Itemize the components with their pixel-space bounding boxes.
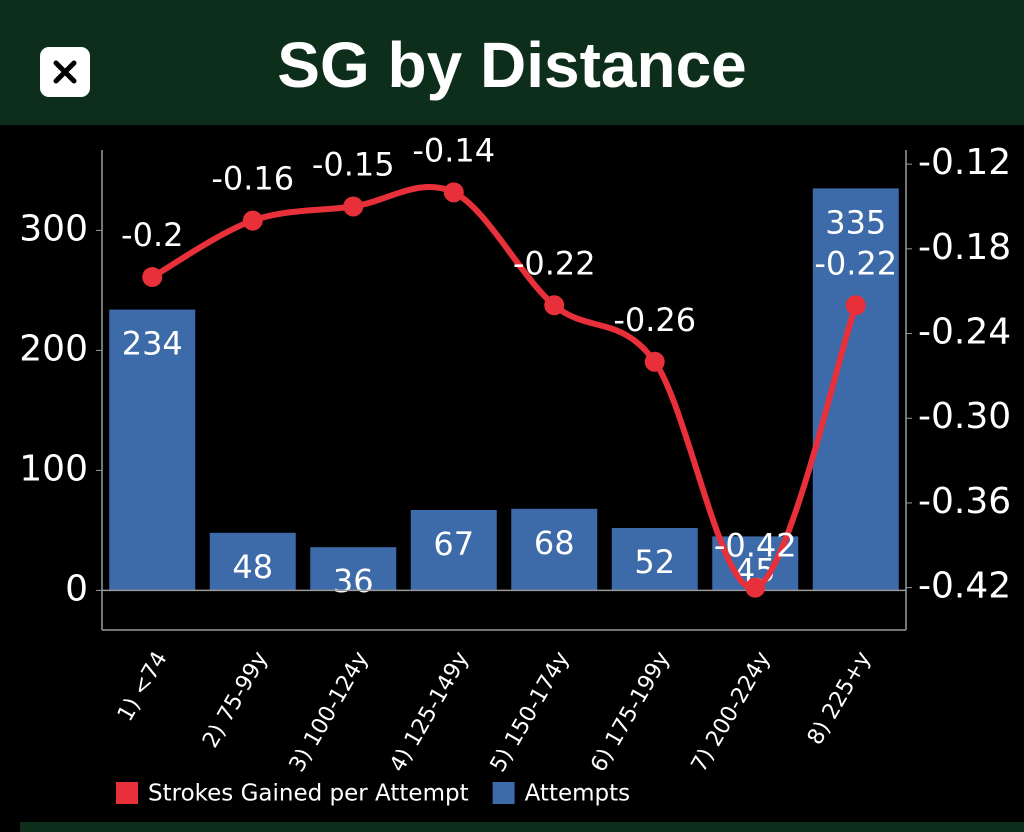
y2-tick-label: -0.18 xyxy=(918,227,1011,268)
y-tick-label: 200 xyxy=(19,328,88,369)
bar xyxy=(611,528,698,591)
bar xyxy=(812,188,899,591)
y2-tick-label: -0.36 xyxy=(918,481,1011,522)
line-point xyxy=(544,295,565,316)
line-value-label: -0.26 xyxy=(613,301,696,339)
header: SG by Distance xyxy=(0,0,1024,125)
bar-value-label: 67 xyxy=(433,525,474,563)
legend-label: Attempts xyxy=(525,781,631,807)
bar xyxy=(109,309,196,591)
bar-value-label: 335 xyxy=(825,203,886,241)
line-value-label: -0.14 xyxy=(412,131,495,169)
bar xyxy=(310,547,397,591)
line-point xyxy=(745,577,766,598)
bar xyxy=(511,508,598,591)
line-value-label: -0.2 xyxy=(121,216,183,254)
line-point xyxy=(443,182,464,203)
bar-value-label: 234 xyxy=(122,325,183,363)
line-point xyxy=(644,351,665,372)
line-value-label: -0.22 xyxy=(513,244,596,282)
y2-tick-label: -0.24 xyxy=(918,312,1011,353)
bar xyxy=(410,510,497,591)
line-value-label: -0.15 xyxy=(312,145,395,183)
close-icon xyxy=(53,60,77,84)
y2-tick-label: -0.42 xyxy=(918,566,1011,607)
y-tick-label: 100 xyxy=(19,448,88,489)
legend-swatch xyxy=(116,782,138,804)
y-tick-label: 300 xyxy=(19,208,88,249)
line-value-label: -0.16 xyxy=(211,160,294,198)
line-point xyxy=(142,267,163,288)
y2-tick-label: -0.12 xyxy=(918,142,1011,183)
x-tick-label: 1) <74 xyxy=(113,648,173,726)
y2-tick-label: -0.30 xyxy=(918,396,1011,437)
legend-label: Strokes Gained per Attempt xyxy=(148,781,469,807)
x-tick-label: 6) 175-199y xyxy=(586,648,675,777)
bar-value-label: 68 xyxy=(534,524,575,562)
x-tick-label: 4) 125-149y xyxy=(385,648,474,777)
line-point xyxy=(845,295,866,316)
bar-value-label: 36 xyxy=(333,562,374,600)
line-value-label: -0.22 xyxy=(814,244,897,282)
bar-value-label: 48 xyxy=(232,548,273,586)
close-button[interactable] xyxy=(40,47,90,97)
y-tick-label: 0 xyxy=(65,568,88,609)
x-tick-label: 7) 200-224y xyxy=(687,648,776,777)
bar xyxy=(209,532,296,591)
x-tick-label: 5) 150-174y xyxy=(486,648,575,777)
x-tick-label: 2) 75-99y xyxy=(198,648,273,753)
line-value-label: -0.42 xyxy=(714,527,797,565)
title: SG by Distance xyxy=(277,29,747,101)
x-tick-label: 3) 100-124y xyxy=(285,648,374,777)
line-point xyxy=(242,210,263,231)
x-tick-label: 8) 225+y xyxy=(803,648,876,750)
line-point xyxy=(343,196,364,217)
legend-swatch xyxy=(492,782,515,804)
footer-strip xyxy=(20,822,1024,832)
bar-value-label: 52 xyxy=(634,543,675,581)
